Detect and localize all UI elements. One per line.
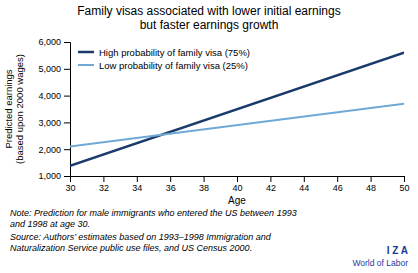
y-axis-label-line: (based upon 2000 wages) — [14, 54, 25, 164]
y-tick-label: 3,000 — [38, 118, 61, 128]
x-tick-mark — [170, 176, 171, 182]
brand: I Z A — [387, 245, 408, 256]
source-line: Naturalization Service public use files,… — [10, 243, 252, 253]
x-tick-mark — [137, 176, 138, 182]
y-tick: 6,000 — [38, 37, 70, 47]
x-tick: 38 — [199, 176, 209, 193]
x-axis-line — [71, 177, 405, 183]
x-tick: 42 — [266, 176, 276, 193]
x-tick-mark — [103, 176, 104, 182]
source-line: Source: Authors’ estimates based on 1993… — [10, 232, 272, 242]
x-tick-label: 38 — [199, 183, 209, 193]
x-tick-mark — [237, 176, 238, 182]
brand-sub-line: World of Labor — [352, 258, 408, 268]
x-tick-label: 34 — [132, 183, 142, 193]
title-line: Family visas associated with lower initi… — [77, 4, 340, 18]
y-tick-mark — [64, 176, 70, 177]
y-axis-line — [64, 43, 71, 177]
title: Family visas associated with lower initi… — [77, 4, 340, 32]
y-tick: 1,000 — [38, 171, 70, 181]
x-tick: 44 — [299, 176, 309, 193]
series-line — [70, 104, 404, 147]
x-tick-label: 36 — [166, 183, 176, 193]
x-axis-label-line: Age — [228, 195, 246, 206]
chart: Family visas associated with lower initi… — [0, 0, 418, 273]
legend-label: Low probability of family visa (25%) — [99, 60, 248, 71]
x-tick: 30 — [65, 176, 75, 193]
legend-label: High probability of family visa (75%) — [99, 47, 250, 58]
x-tick: 50 — [399, 176, 409, 193]
title-line: but faster earnings growth — [140, 18, 279, 32]
y-axis-label-line: Predicted earnings — [3, 69, 14, 148]
x-tick-label: 50 — [399, 183, 409, 193]
x-tick: 32 — [99, 176, 109, 193]
y-tick-label: 2,000 — [38, 145, 61, 155]
x-tick: 34 — [132, 176, 142, 193]
legend-swatch — [78, 64, 94, 66]
source: Source: Authors’ estimates based on 1993… — [10, 232, 272, 253]
x-tick: 46 — [333, 176, 343, 193]
y-tick-mark — [64, 96, 70, 97]
legend-item: High probability of family visa (75%) — [78, 47, 250, 58]
x-tick: 36 — [166, 176, 176, 193]
legend: High probability of family visa (75%) Low… — [78, 47, 250, 71]
lines — [70, 53, 404, 166]
y-tick-mark — [64, 149, 70, 150]
y-tick-mark — [64, 122, 70, 123]
y-tick: 4,000 — [38, 91, 70, 101]
brand-sub: World of Labor — [352, 258, 408, 268]
x-axis-label: Age — [228, 195, 246, 206]
note: Note: Prediction for male immigrants who… — [10, 208, 297, 229]
note-line: Note: Prediction for male immigrants who… — [10, 208, 297, 218]
y-axis: 1,000 2,000 3,000 4,000 5,000 6,000 — [38, 37, 70, 181]
y-tick: 5,000 — [38, 64, 70, 74]
x-tick-label: 46 — [333, 183, 343, 193]
y-tick: 3,000 — [38, 118, 70, 128]
y-tick-label: 5,000 — [38, 64, 61, 74]
y-tick: 2,000 — [38, 145, 70, 155]
x-tick-mark — [204, 176, 205, 182]
x-tick: 48 — [366, 176, 376, 193]
note-line: and 1998 at age 30. — [10, 219, 90, 229]
x-tick-label: 48 — [366, 183, 376, 193]
series-line — [70, 53, 404, 166]
x-tick-label: 42 — [266, 183, 276, 193]
x-tick-label: 32 — [99, 183, 109, 193]
y-tick-label: 4,000 — [38, 91, 61, 101]
x-tick-label: 44 — [299, 183, 309, 193]
x-tick-mark — [270, 176, 271, 182]
legend-swatch — [78, 51, 94, 54]
y-axis-label: Predicted earnings(based upon 2000 wages… — [3, 54, 25, 164]
x-tick-label: 40 — [232, 183, 242, 193]
brand-line: I Z A — [387, 245, 408, 256]
x-axis: 30 32 34 36 38 40 42 44 46 48 50 — [65, 176, 409, 193]
y-tick-mark — [64, 69, 70, 70]
legend-item: Low probability of family visa (25%) — [78, 60, 248, 71]
y-tick-label: 1,000 — [38, 171, 61, 181]
x-tick-mark — [304, 176, 305, 182]
y-tick-label: 6,000 — [38, 37, 61, 47]
x-tick-mark — [337, 176, 338, 182]
y-axis-label-group: Predicted earnings(based upon 2000 wages… — [3, 54, 25, 164]
y-tick-mark — [64, 42, 70, 43]
x-tick: 40 — [232, 176, 242, 193]
x-tick-label: 30 — [65, 183, 75, 193]
x-tick-mark — [404, 176, 405, 182]
x-tick-mark — [371, 176, 372, 182]
plot: 30 32 34 36 38 40 42 44 46 48 50 1,000 2,000 3,000 4,0… — [3, 37, 410, 206]
